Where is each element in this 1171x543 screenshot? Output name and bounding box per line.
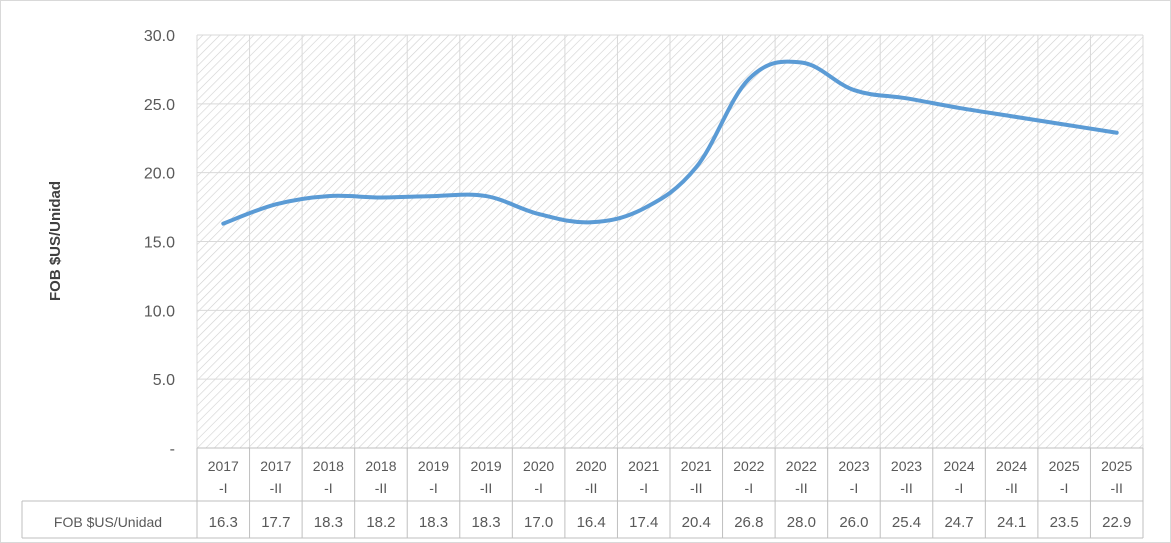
x-tick-label-half: -II bbox=[270, 480, 282, 496]
y-tick-label: 25.0 bbox=[144, 97, 175, 114]
table-value: 26.0 bbox=[839, 514, 868, 531]
y-tick-label: 20.0 bbox=[144, 166, 175, 183]
data-point bbox=[1011, 115, 1013, 117]
x-tick-label-half: -II bbox=[585, 480, 597, 496]
table-value: 28.0 bbox=[787, 514, 816, 531]
y-tick-label: 30.0 bbox=[144, 28, 175, 45]
x-tick-label-year: 2018 bbox=[313, 458, 344, 474]
x-tick-label-year: 2020 bbox=[576, 458, 607, 474]
x-tick-label-half: -II bbox=[690, 480, 702, 496]
data-point bbox=[800, 62, 802, 64]
x-tick-label-year: 2019 bbox=[418, 458, 449, 474]
table-value: 20.4 bbox=[682, 514, 711, 531]
x-tick-label-year: 2025 bbox=[1049, 458, 1080, 474]
x-tick-label-half: -I bbox=[534, 480, 543, 496]
x-tick-label-year: 2024 bbox=[943, 458, 974, 474]
x-tick-label-half: -I bbox=[219, 480, 228, 496]
data-point bbox=[485, 195, 487, 197]
x-tick-label-year: 2023 bbox=[838, 458, 869, 474]
x-tick-label-half: -I bbox=[324, 480, 333, 496]
table-value: 18.3 bbox=[419, 514, 448, 531]
x-tick-label-year: 2020 bbox=[523, 458, 554, 474]
data-point bbox=[538, 213, 540, 215]
table-value: 17.4 bbox=[629, 514, 658, 531]
data-point bbox=[853, 89, 855, 91]
data-point bbox=[433, 195, 434, 197]
x-tick-label-half: -I bbox=[850, 480, 859, 496]
x-tick-label-year: 2022 bbox=[786, 458, 817, 474]
data-point bbox=[748, 78, 750, 80]
table-value: 18.3 bbox=[471, 514, 500, 531]
data-point bbox=[327, 195, 329, 197]
y-tick-label: 15.0 bbox=[144, 235, 175, 252]
x-tick-label-half: -I bbox=[1060, 480, 1069, 496]
table-value: 18.3 bbox=[314, 514, 343, 531]
data-table-series-label: FOB $US/Unidad bbox=[54, 514, 162, 530]
y-axis-label: FOB $US/Unidad bbox=[47, 181, 64, 301]
x-tick-label-year: 2021 bbox=[628, 458, 659, 474]
x-tick-label-half: -I bbox=[639, 480, 648, 496]
x-tick-label-year: 2025 bbox=[1101, 458, 1132, 474]
table-value: 24.7 bbox=[944, 514, 973, 531]
data-point bbox=[906, 97, 907, 99]
x-tick-label-year: 2019 bbox=[470, 458, 501, 474]
x-tick-label-year: 2021 bbox=[681, 458, 712, 474]
x-tick-label-half: -II bbox=[795, 480, 807, 496]
x-tick-label-half: -I bbox=[429, 480, 438, 496]
y-tick-label: 5.0 bbox=[153, 372, 175, 389]
y-tick-label: 10.0 bbox=[144, 303, 175, 320]
table-value: 22.9 bbox=[1102, 514, 1131, 531]
data-point bbox=[275, 203, 277, 205]
y-tick-label: - bbox=[170, 441, 175, 458]
data-table: 2017 -I 16.3 2017 -II 17.7 2018 -I 18.3 2018 -II 18… bbox=[21, 447, 1144, 539]
x-tick-label-year: 2023 bbox=[891, 458, 922, 474]
x-tick-label-year: 2017 bbox=[208, 458, 239, 474]
data-point bbox=[643, 207, 645, 209]
table-value: 17.0 bbox=[524, 514, 553, 531]
data-point bbox=[958, 107, 960, 109]
x-tick-label-half: -II bbox=[480, 480, 492, 496]
data-point bbox=[695, 166, 697, 168]
x-tick-label-half: -II bbox=[900, 480, 912, 496]
table-value: 16.3 bbox=[209, 514, 238, 531]
data-point bbox=[1116, 132, 1118, 134]
x-tick-label-half: -II bbox=[375, 480, 387, 496]
table-value: 23.5 bbox=[1050, 514, 1079, 531]
x-tick-label-year: 2022 bbox=[733, 458, 764, 474]
x-tick-label-half: -II bbox=[1005, 480, 1017, 496]
data-point bbox=[380, 196, 382, 198]
x-tick-label-half: -I bbox=[955, 480, 964, 496]
x-tick-label-year: 2017 bbox=[260, 458, 291, 474]
data-point bbox=[1063, 123, 1065, 125]
data-point bbox=[222, 223, 224, 225]
table-value: 16.4 bbox=[577, 514, 606, 531]
table-value: 24.1 bbox=[997, 514, 1026, 531]
data-point bbox=[590, 221, 592, 223]
gridlines bbox=[196, 34, 1144, 448]
series-points bbox=[222, 62, 1118, 225]
table-value: 26.8 bbox=[734, 514, 763, 531]
x-tick-label-half: -II bbox=[1110, 480, 1122, 496]
table-value: 18.2 bbox=[366, 514, 395, 531]
x-tick-label-half: -I bbox=[745, 480, 754, 496]
y-axis: - 5.0 10.0 15.0 20.0 25.0 30.0 bbox=[144, 28, 175, 458]
x-tick-label-year: 2018 bbox=[365, 458, 396, 474]
x-tick-label-year: 2024 bbox=[996, 458, 1027, 474]
table-value: 17.7 bbox=[261, 514, 290, 531]
table-value: 25.4 bbox=[892, 514, 921, 531]
